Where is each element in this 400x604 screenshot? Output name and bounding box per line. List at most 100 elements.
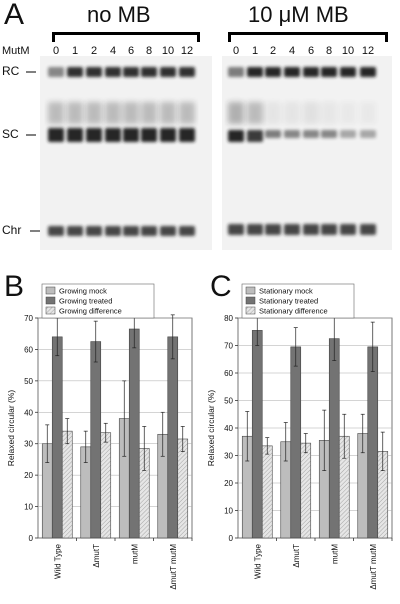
lane-number-right-8: 8 (325, 45, 333, 57)
lane-number-left-10: 10 (161, 45, 175, 57)
chartC-ytick-label: 60 (224, 369, 233, 378)
smear-right-7 (360, 102, 376, 124)
band-rc-left-4 (123, 67, 139, 77)
lane-number-right-10: 10 (341, 45, 355, 57)
chartC-bar-hatch-1 (300, 443, 311, 538)
band-sc-right-4 (303, 130, 319, 138)
condition-label-mb: 10 μM MB (248, 2, 349, 27)
chartB-legend-label-0: Growing mock (59, 287, 107, 296)
panel-letter-c: C (210, 270, 232, 303)
chartB-legend-label-1: Growing treated (59, 297, 112, 306)
chartC-bar-hatch-3 (377, 451, 388, 538)
lane-number-left-1: 1 (71, 45, 79, 57)
lane-number-right-4: 4 (288, 45, 296, 57)
band-rc-right-6 (340, 67, 356, 77)
band-rc-left-1 (67, 67, 83, 77)
band-chr-right-2 (265, 224, 281, 235)
smear-right-6 (340, 102, 356, 124)
chartB-bar-hatch-0 (62, 431, 73, 538)
band-rc-left-3 (105, 67, 121, 77)
smear-left-2 (86, 102, 102, 124)
lane-number-left-0: 0 (52, 45, 60, 57)
chartC-bar-3-1 (367, 346, 379, 539)
band-rc-left-2 (86, 67, 102, 77)
panel-letter-b: B (4, 270, 25, 303)
chartB-ytick-label: 0 (29, 534, 34, 543)
lane-number-right-12: 12 (361, 45, 375, 57)
bracket-mb (228, 32, 388, 42)
lane-number-left-6: 6 (127, 45, 135, 57)
chartB-ytick-label: 60 (24, 345, 33, 354)
chartB-xtick-label-3: ΔmutT mutM (169, 544, 178, 590)
chartB-xtick-label-1: ΔmutT (92, 544, 101, 568)
band-rc-right-3 (284, 67, 300, 77)
band-sc-left-6 (160, 128, 176, 142)
chartC-ytick-label: 30 (224, 452, 233, 461)
band-sc-right-3 (284, 130, 300, 138)
mutm-label: MutM (2, 45, 30, 57)
band-chr-right-7 (360, 224, 376, 235)
chart-c: 0 10 20 30 40 50 60 70 80 Relaxed circular (%) Wil… (206, 283, 393, 590)
band-rc-left-7 (179, 67, 195, 77)
chartC-ytick-label: 20 (224, 479, 233, 488)
chartB-bar-0-1 (51, 336, 63, 539)
chartC-legend-label-0: Stationary mock (259, 287, 313, 296)
chartC-ytick-label: 80 (224, 314, 233, 323)
smear-left-5 (141, 102, 157, 124)
lane-number-right-2: 2 (269, 45, 277, 57)
band-rc-left-6 (160, 67, 176, 77)
chartC-ytick-label: 70 (224, 342, 233, 351)
smear-left-4 (123, 102, 139, 124)
band-rc-right-0 (228, 67, 244, 77)
gel-image (40, 56, 392, 250)
chartB-legend-hatch (46, 307, 55, 314)
chart-b: 0 10 20 30 40 50 60 70 Relaxed circular (%) Wild … (6, 283, 193, 590)
gel-right-background (222, 56, 392, 250)
band-sc-left-0 (48, 128, 64, 142)
smear-right-2 (265, 102, 281, 124)
band-sc-left-3 (105, 128, 121, 142)
bracket-no-mb (52, 32, 200, 42)
chartB-bar-3-1 (167, 336, 179, 539)
smear-left-0 (48, 102, 64, 124)
lane-number-left-4: 4 (109, 45, 117, 57)
band-sc-right-7 (360, 130, 376, 138)
chartB-ytick-label: 20 (24, 471, 33, 480)
chartB-bar-hatch-1 (100, 432, 111, 538)
chartB-bar-hatch-2 (139, 448, 150, 538)
lane-number-right-1: 1 (251, 45, 259, 57)
band-chr-right-4 (303, 224, 319, 235)
chartC-ylabel: Relaxed circular (%) (206, 390, 216, 467)
band-rc-left-5 (141, 67, 157, 77)
smear-left-1 (67, 102, 83, 124)
band-sc-right-0 (228, 130, 244, 142)
band-sc-left-5 (141, 128, 157, 142)
chartC-ytick-label: 50 (224, 397, 233, 406)
band-rc-right-1 (247, 67, 263, 77)
chartC-ytick-label: 0 (229, 534, 234, 543)
band-chr-left-1 (67, 226, 83, 236)
row-label-ticks (26, 71, 40, 232)
band-chr-left-2 (86, 226, 102, 236)
chartB-ytick-label: 50 (24, 377, 33, 386)
lane-number-left-2: 2 (90, 45, 98, 57)
smear-right-5 (321, 102, 337, 124)
smear-right-0 (228, 102, 244, 124)
band-chr-right-3 (284, 224, 300, 235)
chartC-bar-2-1 (328, 338, 340, 539)
chartC-ytick-label: 10 (224, 507, 233, 516)
lane-number-left-8: 8 (145, 45, 153, 57)
row-label-rc: RC (2, 64, 20, 78)
band-chr-left-4 (123, 226, 139, 236)
chartC-legend-label-2: Stationary difference (259, 307, 328, 316)
chartC-xtick-label-1: ΔmutT (292, 544, 301, 568)
band-sc-left-7 (179, 128, 195, 142)
lane-number-left-12: 12 (180, 45, 194, 57)
row-label-sc: SC (2, 127, 19, 141)
band-sc-left-4 (123, 128, 139, 142)
chartB-ytick-label: 10 (24, 503, 33, 512)
band-sc-left-2 (86, 128, 102, 142)
chartB-xtick-label-0: Wild Type (53, 543, 62, 579)
band-sc-right-5 (321, 130, 337, 138)
chartB-legend-label-2: Growing difference (59, 307, 122, 316)
